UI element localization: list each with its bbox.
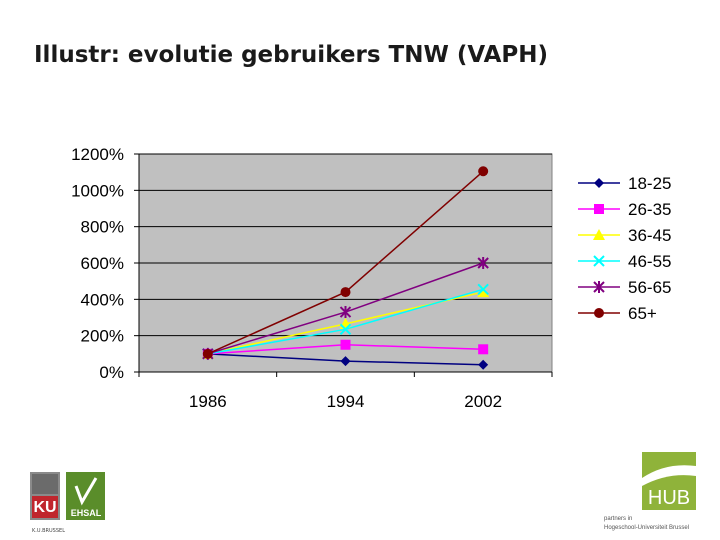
legend-item: 65+	[578, 304, 657, 323]
hub-logo: HUB partners in Hogeschool-Universiteit …	[604, 452, 696, 531]
data-point-marker	[340, 287, 351, 298]
data-point-marker	[478, 166, 489, 177]
data-point-marker	[478, 359, 489, 370]
data-point-marker	[339, 306, 352, 319]
series-65+	[202, 166, 489, 359]
data-point-marker	[340, 339, 351, 350]
legend-label: 18-25	[628, 174, 671, 193]
hub-caption-2: Hogeschool-Universiteit Brussel	[604, 525, 689, 531]
data-point-marker	[477, 286, 490, 298]
ku-logo-text: KU	[33, 499, 56, 516]
ehsal-logo-text: EHSAL	[71, 508, 102, 518]
legend-label: 65+	[628, 304, 657, 323]
legend: 18-25 26-35 36-45 46-55 56-65 65+	[578, 174, 671, 323]
data-point-marker	[593, 255, 605, 267]
data-point-marker	[594, 204, 604, 214]
slide-title: Illustr: evolutie gebruikers TNW (VAPH)	[34, 42, 548, 68]
data-point-marker	[594, 178, 604, 188]
data-point-marker	[593, 229, 605, 240]
data-point-marker	[593, 281, 605, 293]
data-point-marker	[339, 323, 352, 336]
y-tick-label: 1000%	[71, 181, 124, 200]
legend-label: 26-35	[628, 200, 671, 219]
legend-item: 18-25	[578, 174, 671, 193]
legend-item: 56-65	[578, 278, 671, 297]
y-tick-label: 800%	[81, 218, 124, 237]
legend-label: 56-65	[628, 278, 671, 297]
series-group	[201, 166, 490, 370]
hub-caption-1: partners in	[604, 516, 632, 522]
y-tick-label: 200%	[81, 327, 124, 346]
y-tick-label: 400%	[81, 290, 124, 309]
legend-label: 46-55	[628, 252, 671, 271]
data-point-marker	[594, 308, 604, 318]
x-tick-label: 1994	[327, 392, 365, 411]
y-tick-label: 0%	[99, 363, 124, 382]
data-point-marker	[340, 356, 351, 367]
x-axis-ticks: 1986 1994 2002	[138, 372, 553, 411]
y-axis-ticks: 0% 200% 400% 600% 800% 1000% 1200%	[71, 145, 139, 382]
legend-item: 36-45	[578, 226, 671, 245]
data-point-marker	[202, 348, 213, 359]
ku-caption: K.U.BRUSSEL	[32, 528, 65, 534]
x-tick-label: 2002	[464, 392, 502, 411]
x-tick-label: 1986	[189, 392, 227, 411]
legend-label: 36-45	[628, 226, 671, 245]
legend-item: 26-35	[578, 200, 671, 219]
data-point-marker	[478, 344, 489, 355]
ku-ehsal-logo: KU EHSAL	[30, 472, 105, 520]
legend-item: 46-55	[578, 252, 671, 271]
hub-logo-text: HUB	[648, 487, 690, 509]
y-tick-label: 1200%	[71, 145, 124, 164]
y-tick-label: 600%	[81, 254, 124, 273]
data-point-marker	[477, 257, 489, 269]
data-point-marker	[477, 283, 489, 296]
